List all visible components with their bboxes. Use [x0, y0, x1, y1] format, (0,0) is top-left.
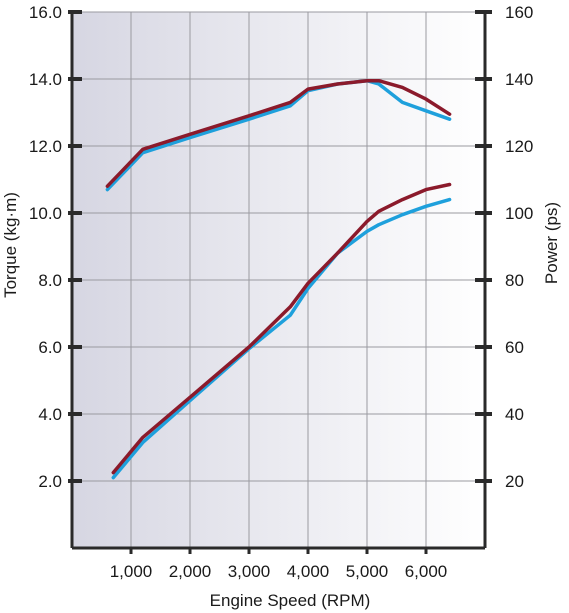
y2-tick-label: 100 [505, 204, 533, 223]
torque-line-red [105, 78, 452, 188]
y-tick-label: 12.0 [29, 137, 62, 156]
x-axis-title: Engine Speed (RPM) [210, 591, 371, 610]
axes [68, 10, 492, 554]
tick-labels: 1,000 2,000 3,000 4,000 5,000 6,000 2.0 4.0 6.0 8… [29, 3, 533, 581]
series-lines [105, 78, 452, 480]
y2-tick-label: 140 [505, 70, 533, 89]
x-tick-label: 4,000 [287, 562, 330, 581]
x-tick-label: 1,000 [110, 562, 153, 581]
y-tick-label: 14.0 [29, 70, 62, 89]
y2-tick-label: 80 [505, 271, 524, 290]
y2-tick-label: 60 [505, 338, 524, 357]
x-tick-label: 5,000 [346, 562, 389, 581]
power-line-red [111, 182, 452, 475]
y2-tick-label: 40 [505, 405, 524, 424]
y-tick-label: 2.0 [38, 472, 62, 491]
y2-tick-label: 120 [505, 137, 533, 156]
x-tick-label: 6,000 [405, 562, 448, 581]
x-tick-label: 3,000 [228, 562, 271, 581]
grid-lines [72, 11, 485, 548]
y-tick-label: 6.0 [38, 338, 62, 357]
y2-tick-label: 20 [505, 472, 524, 491]
y-tick-label: 8.0 [38, 271, 62, 290]
y-tick-label: 4.0 [38, 405, 62, 424]
y2-tick-label: 160 [505, 3, 533, 22]
y-axis-title: Torque (kg·m) [1, 192, 20, 298]
y-tick-label: 10.0 [29, 204, 62, 223]
y2-axis-title: Power (ps) [542, 202, 561, 284]
x-tick-label: 2,000 [169, 562, 212, 581]
power-line-blue [111, 197, 452, 480]
y-tick-label: 16.0 [29, 3, 62, 22]
